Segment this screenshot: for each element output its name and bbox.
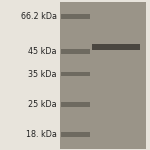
- Text: 45 kDa: 45 kDa: [28, 47, 57, 56]
- FancyBboxPatch shape: [61, 102, 90, 107]
- FancyBboxPatch shape: [61, 49, 90, 54]
- Text: 25 kDa: 25 kDa: [28, 100, 57, 109]
- FancyBboxPatch shape: [61, 132, 90, 136]
- Text: 18. kDa: 18. kDa: [26, 130, 57, 139]
- Text: 66.2 kDa: 66.2 kDa: [21, 12, 57, 21]
- FancyBboxPatch shape: [60, 2, 146, 148]
- FancyBboxPatch shape: [61, 14, 90, 19]
- Text: 35 kDa: 35 kDa: [28, 70, 57, 79]
- FancyBboxPatch shape: [92, 45, 140, 51]
- FancyBboxPatch shape: [61, 72, 90, 76]
